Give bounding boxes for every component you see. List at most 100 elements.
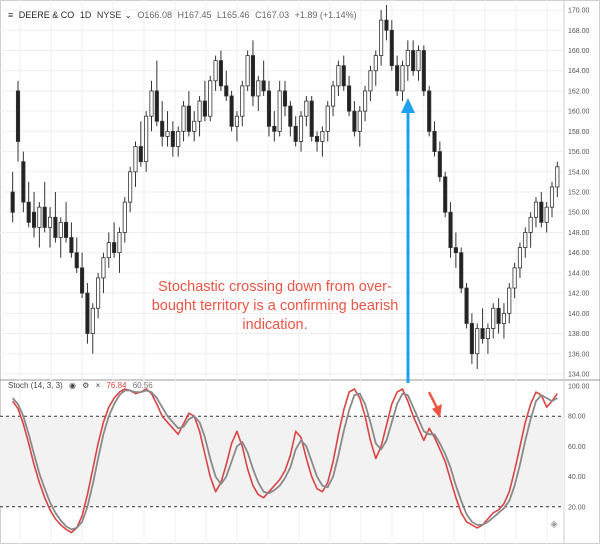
candle-body [144,115,149,163]
candle-body [501,312,506,324]
candle-body [448,211,453,249]
candle-body [282,90,288,107]
high-value: H167.45 [177,10,212,20]
candle [21,151,26,213]
interval[interactable]: 1D [79,10,92,20]
scale-settings-icon[interactable]: ◈ [550,519,558,530]
candle [459,247,464,294]
candle [144,111,149,172]
red-arrow-shaft [427,391,439,409]
eye-icon[interactable]: ◉ [68,381,76,390]
price-tick-label: 134.00 [568,371,590,378]
candle [15,80,21,162]
candle-body [85,292,90,334]
price-candles [10,5,560,369]
candle [400,60,405,102]
candle-body [10,191,15,213]
candle-body [379,19,384,56]
candle-body [341,65,346,87]
arrow-layer [401,98,442,418]
close-icon[interactable]: × [95,381,101,390]
candle-body [453,247,458,254]
candle [80,252,85,299]
candle [282,80,288,117]
candle-body [539,201,544,223]
candle [138,121,143,167]
chevron-down-icon[interactable]: ⌄ [124,10,132,20]
candle-body [469,323,474,355]
candle [192,111,197,142]
stoch-tick-label: 80.00 [568,414,586,421]
candle-body [37,206,42,228]
candle [64,202,69,243]
candle [544,202,549,233]
settings-icon[interactable]: ⚙ [82,381,90,390]
candle-body [507,287,512,314]
candle [186,90,191,137]
candle-body [459,252,464,289]
candle-body [176,130,181,147]
candle [90,303,95,354]
candle [58,217,63,258]
candle [389,20,394,71]
candle-body [523,232,528,249]
candle [47,207,53,248]
candle-body [437,151,442,178]
candle-body [544,206,549,223]
candle-body [112,242,117,254]
candle [379,10,384,66]
low-value: L165.46 [217,10,250,20]
candle [373,50,378,86]
candle-body [416,50,421,72]
stoch-title[interactable]: Stoch (14, 3, 3) [8,381,63,390]
candle [197,95,202,137]
candle [501,303,506,339]
candle-body [202,100,207,117]
candle [272,111,277,142]
candle-body [432,130,437,152]
candle-body [250,55,256,97]
candle-body [555,166,560,188]
stoch-header: Stoch (14, 3, 3) ◉ ⚙ × 76.84 60.56 [8,381,157,390]
candle [117,227,122,273]
candle-body [480,328,485,339]
candle-body [128,171,133,203]
candle-body [256,80,261,97]
symbol-name[interactable]: DEERE & CO [18,10,75,20]
candle [496,298,501,334]
candle [368,65,373,102]
price-tick-label: 144.00 [568,270,590,277]
candle-body [240,85,245,117]
bars-icon[interactable]: ≡ [8,10,14,20]
candle-body [15,90,21,142]
candle-body [304,100,309,117]
candle-body [405,50,410,67]
candle-body [218,60,223,87]
change-value: +1.89 (+1.14%) [294,10,357,20]
candle-body [149,90,154,117]
candle [469,313,474,364]
candle-body [53,216,58,238]
candle [314,131,320,152]
exchange: NYSE [96,10,122,20]
candle [112,222,117,258]
candle [149,80,154,132]
candle-body [368,70,373,92]
candle [464,282,469,329]
candle-body [336,65,341,87]
candle [448,202,453,258]
price-axis: 170.00 168.00 166.00 164.00 162.00 160.00 158.… [568,8,590,379]
candle [277,80,282,137]
candle-body [485,328,490,339]
candle [218,50,223,91]
candle-body [325,105,330,132]
stoch-k-line [12,388,558,534]
candle [528,212,533,248]
candle [555,161,560,198]
candle [384,5,389,41]
candle-body [357,110,362,132]
candle-body [395,65,400,92]
candle-body [464,287,469,324]
stoch-d-line [12,389,558,531]
